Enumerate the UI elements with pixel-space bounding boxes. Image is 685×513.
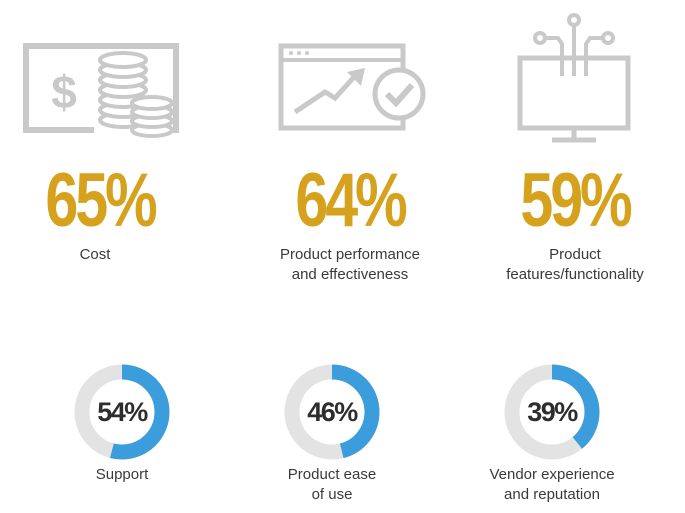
browser-growth-icon (278, 43, 426, 131)
money-icon: $ (23, 43, 179, 138)
donut-percent: 39% (527, 397, 578, 427)
donut-support: 54% (74, 364, 170, 460)
stat-percent-features: 59% (520, 158, 632, 243)
svg-text:$: $ (51, 66, 77, 118)
donut-arc (74, 364, 170, 460)
stat-label-performance: Product performance and effectiveness (240, 245, 460, 285)
donut-ease-of-use: 46% (284, 364, 380, 460)
donut-label-line: of use (311, 486, 353, 503)
donut-label-vendor: Vendor experience and reputation (442, 465, 662, 505)
donut-vendor: 39% (504, 364, 600, 460)
donut-label-line: Vendor experience (489, 466, 615, 483)
donut-label-line: and reputation (504, 486, 600, 503)
donut-label-line: Product ease (287, 466, 377, 483)
donut-arc (504, 364, 600, 460)
stat-label-line: Product performance (279, 246, 421, 263)
stat-label-cost: Cost (0, 245, 205, 265)
stat-label-line: Product (549, 246, 601, 263)
donut-percent: 46% (307, 397, 358, 427)
donut-label-ease-of-use: Product ease of use (222, 465, 442, 505)
donut-label-line: Support (95, 466, 149, 483)
donut-percent: 54% (97, 397, 148, 427)
donut-label-support: Support (12, 465, 232, 485)
stat-percent-performance: 64% (295, 158, 407, 243)
stat-label-features: Product features/functionality (465, 245, 685, 285)
donut-arc (284, 364, 380, 460)
stat-percent-cost: 65% (45, 158, 157, 243)
stat-label-line: features/functionality (506, 266, 644, 283)
stat-label-line: Cost (79, 246, 111, 263)
stat-label-line: and effectiveness (291, 266, 409, 283)
monitor-circuit-icon (517, 13, 631, 143)
